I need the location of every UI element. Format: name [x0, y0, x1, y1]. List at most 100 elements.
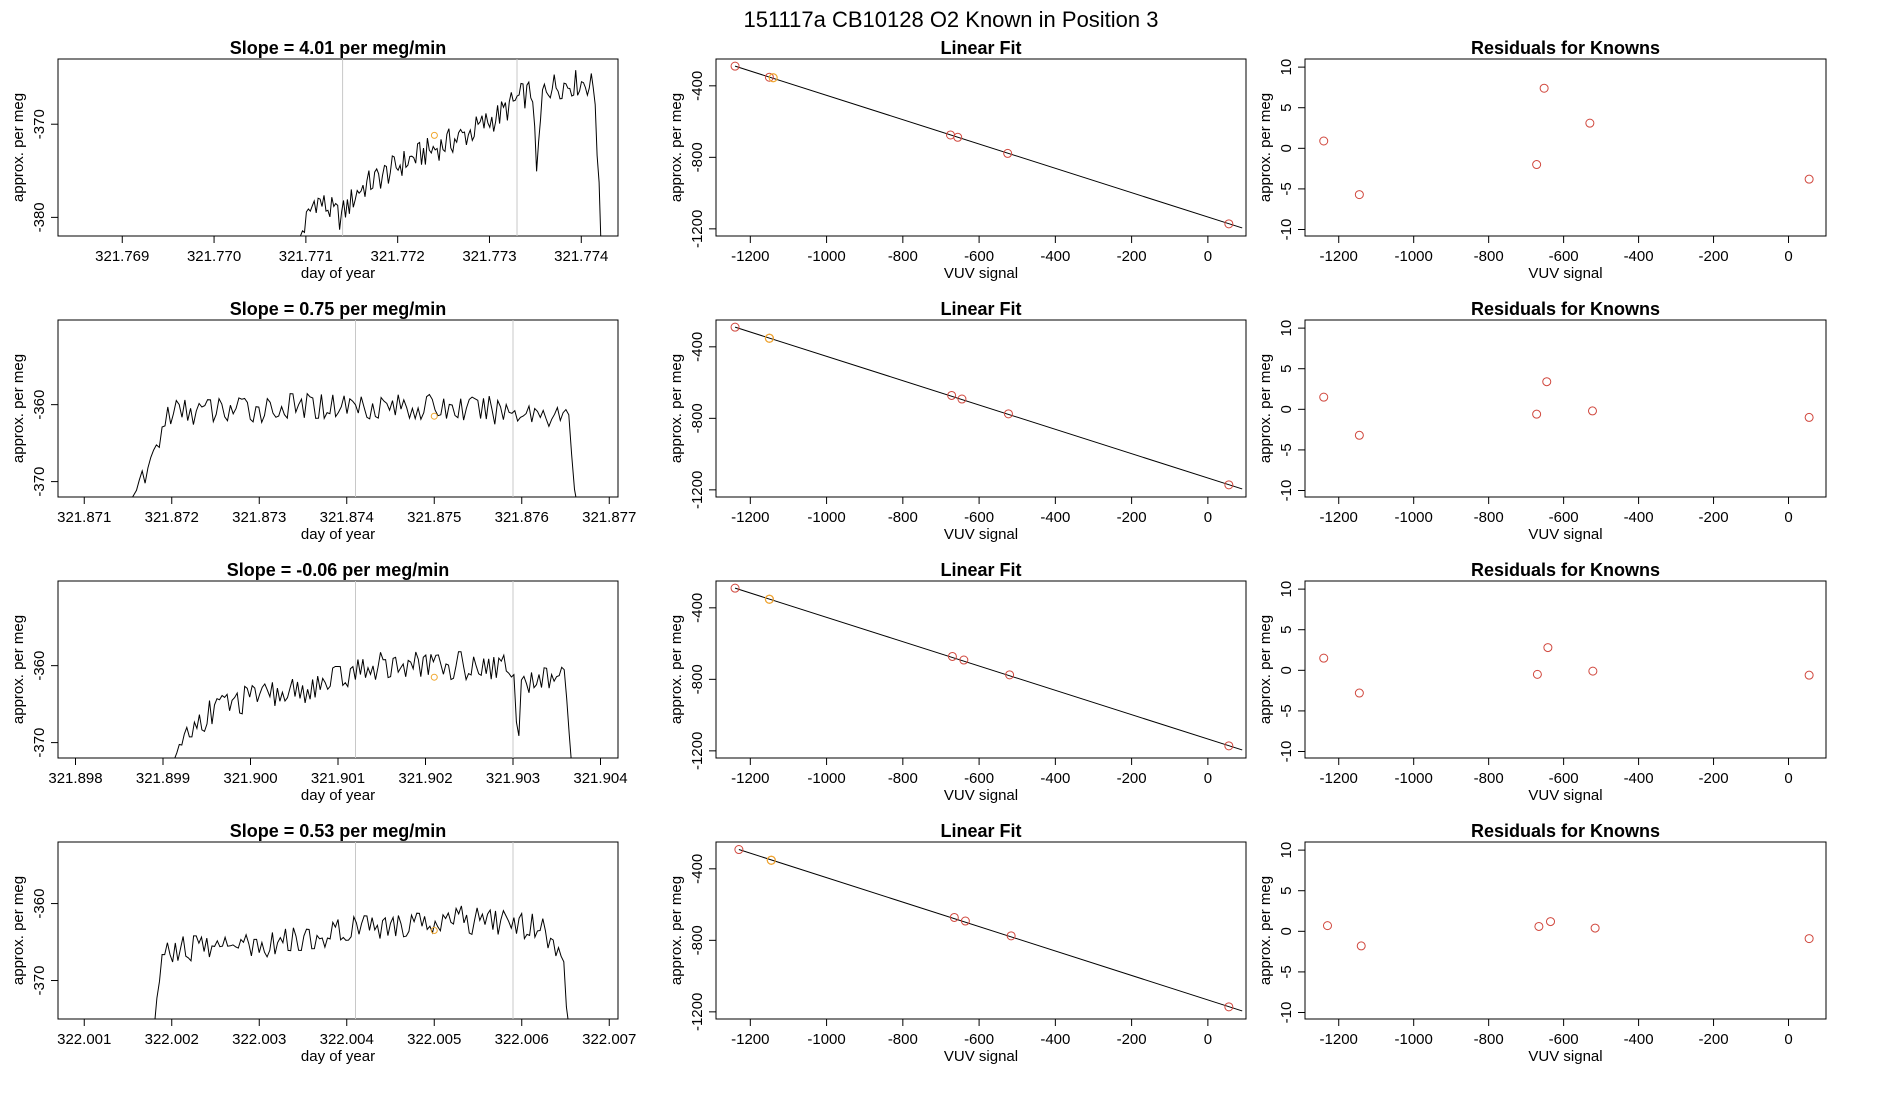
known-point — [1542, 377, 1552, 387]
y-tick-label: -370 — [31, 109, 48, 139]
y-axis-label: approx. per meg — [1257, 615, 1274, 724]
known-point — [1224, 480, 1234, 490]
fit-line — [734, 65, 1243, 229]
panel-1-2: Linear Fit -1200 -1000 -800 -600 -400 -200 0 VUV… — [668, 38, 1247, 282]
y-tick-label: 10 — [1278, 581, 1295, 598]
y-tick-label: 5 — [1278, 887, 1295, 895]
y-tick-label: -400 — [689, 71, 706, 101]
sample-marker — [430, 673, 438, 681]
x-tick-label: -600 — [1549, 770, 1579, 787]
known-point — [953, 132, 963, 142]
x-tick-label: 322.006 — [495, 1031, 549, 1048]
known-point — [1532, 669, 1542, 679]
plot-area — [1319, 83, 1814, 200]
x-tick-label: 322.007 — [582, 1031, 636, 1048]
known-point — [734, 845, 744, 855]
sample-marker — [430, 131, 438, 139]
known-point — [1587, 406, 1597, 416]
known-point — [1804, 174, 1814, 184]
x-tick-label: 0 — [1784, 248, 1792, 265]
x-tick-label: 321.875 — [407, 509, 461, 526]
x-axis-label: VUV signal — [944, 265, 1018, 282]
x-axis-label: VUV signal — [1528, 1048, 1602, 1065]
y-tick-label: -5 — [1278, 443, 1295, 456]
known-point — [1224, 219, 1234, 229]
x-tick-label: 321.773 — [462, 248, 516, 265]
y-tick-label: -10 — [1278, 741, 1295, 763]
x-axis-label: VUV signal — [944, 787, 1018, 804]
plot-area — [154, 842, 569, 1019]
known-point — [1539, 83, 1549, 93]
panel-2-2: Linear Fit -1200 -1000 -800 -600 -400 -200 0 VUV… — [668, 299, 1247, 543]
y-axis-label: approx. per meg — [668, 354, 685, 463]
x-tick-label: -600 — [964, 770, 994, 787]
panel-title: Residuals for Knowns — [1471, 821, 1660, 841]
sample-point — [766, 855, 776, 865]
x-tick-label: -200 — [1117, 770, 1147, 787]
x-axis-label: day of year — [301, 526, 375, 543]
known-point — [1590, 923, 1600, 933]
y-axis-label: approx. per meg — [10, 876, 27, 985]
known-point — [1224, 741, 1234, 751]
x-tick-label: -600 — [1549, 1031, 1579, 1048]
y-tick-label: -400 — [689, 593, 706, 623]
x-tick-label: -800 — [888, 509, 918, 526]
plot-area — [1322, 917, 1814, 951]
y-tick-label: -370 — [31, 728, 48, 758]
plot-area — [734, 845, 1243, 1012]
y-tick-label: -1200 — [689, 993, 706, 1031]
panel-title: Linear Fit — [940, 299, 1021, 319]
y-tick-label: -370 — [31, 467, 48, 497]
x-tick-label: 0 — [1784, 770, 1792, 787]
x-axis-label: day of year — [301, 1048, 375, 1065]
signal-trace — [154, 905, 569, 1019]
x-tick-label: -200 — [1699, 770, 1729, 787]
x-tick-label: -200 — [1117, 509, 1147, 526]
y-axis-label: approx. per meg — [10, 354, 27, 463]
known-point — [1804, 934, 1814, 944]
panel-grid: Slope = 4.01 per meg/min 321.769 321.770 32… — [10, 38, 1827, 1065]
panel-title: Residuals for Knowns — [1471, 560, 1660, 580]
known-point — [764, 72, 774, 82]
y-tick-label: 10 — [1278, 320, 1295, 337]
known-point — [1319, 136, 1329, 146]
y-tick-label: -800 — [689, 142, 706, 172]
x-tick-label: 321.772 — [371, 248, 425, 265]
known-point — [1354, 190, 1364, 200]
x-tick-label: 321.877 — [582, 509, 636, 526]
panel-title: Residuals for Knowns — [1471, 38, 1660, 58]
plot-area — [730, 583, 1243, 751]
y-axis-label: approx. per meg — [1257, 93, 1274, 202]
y-tick-label: 0 — [1278, 666, 1295, 674]
x-tick-label: -1000 — [1395, 509, 1433, 526]
x-tick-label: -600 — [964, 1031, 994, 1048]
x-tick-label: -1000 — [807, 770, 845, 787]
y-tick-label: -370 — [31, 966, 48, 996]
x-tick-label: 322.001 — [57, 1031, 111, 1048]
panel-2-1: Slope = 0.75 per meg/min 321.871 321.872 32… — [10, 299, 636, 543]
y-tick-label: 5 — [1278, 104, 1295, 112]
panel-title: Slope = 4.01 per meg/min — [230, 38, 447, 58]
plot-area — [174, 581, 572, 758]
known-point — [1543, 643, 1553, 653]
panel-title: Slope = -0.06 per meg/min — [227, 560, 450, 580]
plot-frame — [1304, 841, 1827, 1020]
y-tick-label: 10 — [1278, 842, 1295, 859]
panel-1-3: Residuals for Knowns-1200 -1000 -800 -600 -4… — [1257, 38, 1827, 282]
panel-title: Slope = 0.75 per meg/min — [230, 299, 447, 319]
panel-3-1: Slope = -0.06 per meg/min 321.898 321.899 3… — [10, 560, 628, 804]
known-point — [959, 655, 969, 665]
x-tick-label: -800 — [1474, 770, 1504, 787]
y-tick-label: 0 — [1278, 927, 1295, 935]
x-tick-label: -400 — [1040, 509, 1070, 526]
x-tick-label: -600 — [1549, 509, 1579, 526]
x-tick-label: 321.898 — [48, 770, 102, 787]
y-tick-label: -360 — [31, 889, 48, 919]
y-axis-label: approx. per meg — [668, 876, 685, 985]
panel-1-1: Slope = 4.01 per meg/min 321.769 321.770 32… — [10, 38, 619, 282]
x-tick-label: 321.774 — [554, 248, 608, 265]
known-point — [1804, 670, 1814, 680]
plot-frame — [57, 580, 619, 759]
y-tick-label: -800 — [689, 664, 706, 694]
known-point — [1532, 160, 1542, 170]
